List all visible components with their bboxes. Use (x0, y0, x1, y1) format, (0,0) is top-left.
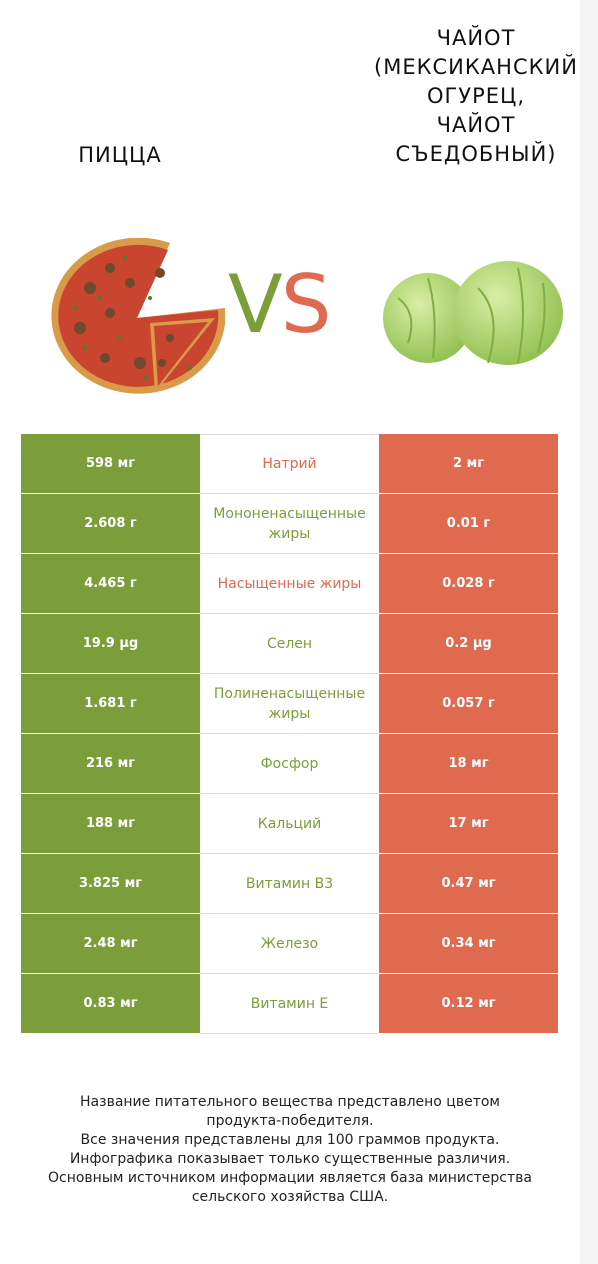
footer-line: Название питательного вещества представл… (80, 1094, 500, 1110)
right-food-title: Чайот (мексиканский огурец, чайот съедоб… (356, 24, 596, 169)
nutrient-name: Насыщенные жиры (200, 554, 379, 614)
left-value: 0.83 мг (21, 974, 200, 1034)
right-value: 0.01 г (379, 494, 558, 554)
nutrient-name: Селен (200, 614, 379, 674)
table-row: 3.825 мг Витамин B3 0.47 мг (21, 854, 558, 914)
chayote-image (383, 261, 563, 365)
footer-line: Инфографика показывает только существенн… (69, 1151, 511, 1167)
table-row: 2.608 г Мононенасыщенные жиры 0.01 г (21, 494, 558, 554)
right-food-title-line: Чайот (436, 26, 516, 50)
footer-note: Название питательного вещества представл… (20, 1093, 560, 1207)
footer-line: Основным источником информации является … (48, 1170, 532, 1186)
right-value: 0.028 г (379, 554, 558, 614)
table-row: 216 мг Фосфор 18 мг (21, 734, 558, 794)
nutrient-name: Витамин E (200, 974, 379, 1034)
footer-line: сельского хозяйства США. (191, 1189, 389, 1205)
right-value: 18 мг (379, 734, 558, 794)
right-value: 0.47 мг (379, 854, 558, 914)
vs-label: VS (228, 255, 332, 355)
right-food-title-line: (мексиканский (374, 55, 578, 79)
vs-s: S (280, 258, 332, 351)
right-value: 0.12 мг (379, 974, 558, 1034)
left-value: 2.608 г (21, 494, 200, 554)
left-value: 2.48 мг (21, 914, 200, 974)
left-value: 3.825 мг (21, 854, 200, 914)
nutrient-name: Витамин B3 (200, 854, 379, 914)
nutrient-name: Железо (200, 914, 379, 974)
right-value: 0.2 µg (379, 614, 558, 674)
left-value: 19.9 µg (21, 614, 200, 674)
comparison-table: 598 мг Натрий 2 мг 2.608 г Мононенасыщен… (21, 434, 558, 1034)
right-food-title-line: съедобный) (395, 142, 557, 166)
nutrient-name: Полиненасыщенные жиры (200, 674, 379, 734)
left-value: 188 мг (21, 794, 200, 854)
right-value: 17 мг (379, 794, 558, 854)
table-row: 1.681 г Полиненасыщенные жиры 0.057 г (21, 674, 558, 734)
table-row: 598 мг Натрий 2 мг (21, 434, 558, 494)
left-value: 216 мг (21, 734, 200, 794)
left-food-title: Пицца (78, 143, 162, 167)
right-value: 2 мг (379, 434, 558, 494)
right-food-title-line: чайот (436, 113, 516, 137)
scrollbar[interactable] (580, 0, 598, 1264)
left-value: 598 мг (21, 434, 200, 494)
left-value: 1.681 г (21, 674, 200, 734)
pizza-image (51, 238, 225, 394)
right-value: 0.057 г (379, 674, 558, 734)
right-food-title-line: огурец, (426, 84, 526, 108)
nutrient-name: Мононенасыщенные жиры (200, 494, 379, 554)
vs-v: V (228, 258, 283, 351)
nutrient-name: Натрий (200, 434, 379, 494)
table-row: 4.465 г Насыщенные жиры 0.028 г (21, 554, 558, 614)
table-row: 188 мг Кальций 17 мг (21, 794, 558, 854)
table-row: 19.9 µg Селен 0.2 µg (21, 614, 558, 674)
nutrient-name: Кальций (200, 794, 379, 854)
table-row: 2.48 мг Железо 0.34 мг (21, 914, 558, 974)
footer-line: продукта-победителя. (206, 1113, 374, 1129)
right-value: 0.34 мг (379, 914, 558, 974)
table-row: 0.83 мг Витамин E 0.12 мг (21, 974, 558, 1034)
nutrient-name: Фосфор (200, 734, 379, 794)
footer-line: Все значения представлены для 100 граммо… (80, 1132, 500, 1148)
left-value: 4.465 г (21, 554, 200, 614)
